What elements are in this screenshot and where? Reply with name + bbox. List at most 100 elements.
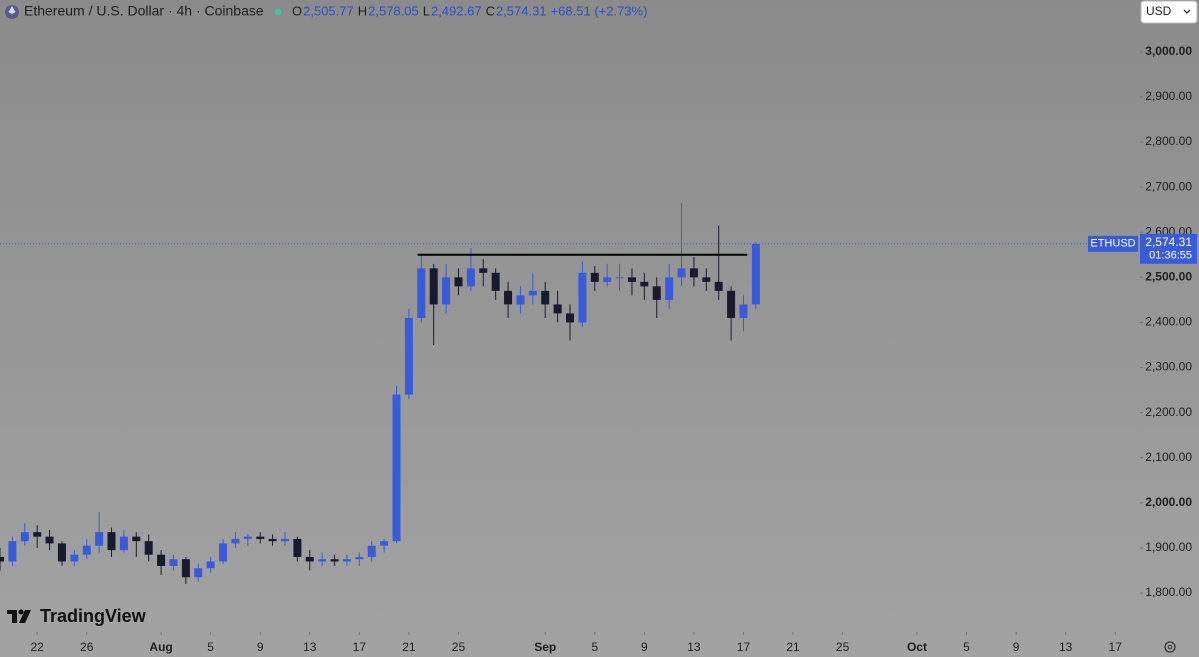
candle-body [367,545,376,557]
candle-body [355,556,364,560]
candle-body [45,536,54,544]
x-tick-label: Aug [149,640,172,654]
candle-body [119,536,128,551]
symbol-label: ETHUSD [1090,238,1135,250]
candle-body [243,536,252,539]
legend-value: 2,574.31 [496,3,547,18]
x-tick-label: 9 [641,640,648,654]
y-tick-label: 2,400.00 [1145,315,1192,329]
candle-body [342,559,351,562]
x-tick-label: Oct [907,640,927,654]
y-tick-label: 2,100.00 [1145,450,1192,464]
candle-body [429,268,438,305]
candle-body [727,290,736,318]
candle-body [157,554,166,566]
candle-body [504,290,513,305]
candle-body [57,543,66,562]
candle-body [442,277,451,305]
x-tick-label: 21 [786,640,800,654]
candle-body [578,272,587,323]
x-tick-label: 5 [963,640,970,654]
x-tick-label: 9 [1013,640,1020,654]
x-tick-label: 13 [687,640,701,654]
currency[interactable]: USD [1146,4,1172,18]
candle-body [677,268,686,278]
x-tick-label: 5 [207,640,214,654]
candle-body [615,277,624,279]
y-tick-label: 2,300.00 [1145,360,1192,374]
candle-body [603,277,612,282]
candle-body [751,243,760,305]
x-tick-label: 25 [836,640,850,654]
last-price-label: 2,574.31 [1145,235,1192,249]
y-tick-label: 1,800.00 [1145,585,1192,599]
symbol-icon [5,5,19,19]
candle-body [590,272,599,282]
y-tick-label: 2,200.00 [1145,405,1192,419]
y-tick-label: 2,500.00 [1145,270,1192,284]
candle-body [404,317,413,395]
candle-body [627,277,636,282]
candle-body [33,532,42,537]
candle-body [305,556,314,562]
legend-value: 2,505.77 [303,3,354,18]
settings-icon[interactable] [1164,641,1176,653]
candle-body [640,281,649,287]
symbol-tag [1088,235,1138,252]
candle-body [194,568,203,578]
y-tick-label: 1,900.00 [1145,540,1192,554]
candle-body [281,538,289,542]
y-tick-label: 2,800.00 [1145,134,1192,148]
candle-body [330,559,339,562]
legend-change: +68.51 (+2.73%) [551,3,648,18]
legend-key: H [358,3,367,18]
candle-body [454,277,463,287]
candle-body [82,545,91,555]
market-status [274,8,282,16]
y-tick-label: 2,900.00 [1145,89,1192,103]
y-tick-label: 3,000.00 [1145,44,1192,58]
candle-body [293,538,302,557]
candle-body [714,281,723,291]
candle-body [380,541,389,546]
candle-body [144,541,153,555]
price-tag [1140,233,1197,264]
candle-body [528,290,537,296]
candle-body [392,394,401,542]
brand: TradingView [40,606,147,626]
candle-body [479,268,488,273]
x-tick-label: 21 [402,640,416,654]
legend-value: 2,578.05 [368,3,419,18]
candle-body [665,277,674,300]
x-tick-label: 5 [591,640,598,654]
candle-body [466,268,475,287]
candle-body [70,554,79,562]
candle-body [107,532,116,551]
candle-body [219,543,228,562]
y-tick-label: 2,000.00 [1145,495,1192,509]
candle-body [491,272,500,291]
x-tick-label: 22 [30,640,44,654]
x-tick-label: 26 [80,640,94,654]
candle-body [689,268,698,278]
candle-body [256,536,265,539]
legend-value: 2,492.67 [431,3,482,18]
candle-body [169,559,178,566]
x-tick-label: 17 [737,640,751,654]
candle-body [516,295,525,305]
candle-body [132,536,141,542]
legend-key: O [292,3,302,18]
currency-select[interactable]: USD [1140,0,1198,24]
candle-body [318,559,327,562]
chart-title: Ethereum / U.S. Dollar · 4h · Coinbase [24,3,264,19]
candle-body [739,304,748,318]
candle-body [652,286,661,300]
x-tick-label: Sep [534,640,556,654]
candle-body [417,268,426,318]
y-tick-label: 2,700.00 [1145,179,1192,193]
legend-key: L [423,3,430,18]
candle-body [95,532,104,546]
x-tick-label: 13 [303,640,317,654]
